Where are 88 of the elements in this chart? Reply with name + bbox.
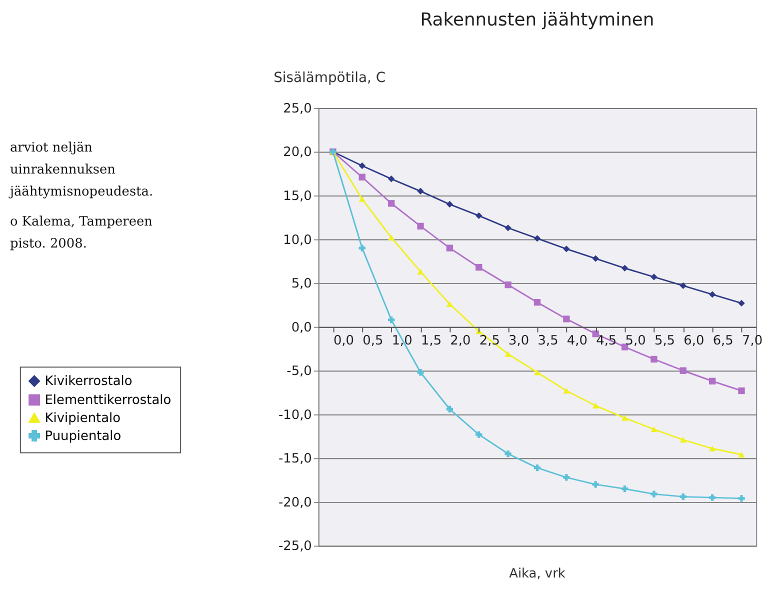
text: jäähtymisnopeudesta. bbox=[8, 184, 154, 200]
point bbox=[650, 274, 658, 280]
x-tick-label: 6,5 bbox=[712, 333, 734, 348]
point bbox=[504, 351, 512, 357]
point bbox=[563, 246, 570, 252]
point bbox=[621, 415, 628, 421]
legend-label: Puupientalo bbox=[44, 428, 122, 444]
point bbox=[534, 298, 541, 306]
point bbox=[738, 452, 745, 458]
point bbox=[738, 495, 745, 502]
point bbox=[417, 369, 424, 376]
x-tick-label: 7,0 bbox=[742, 333, 763, 348]
y-tick-label: 20,0 bbox=[283, 145, 312, 160]
point bbox=[592, 481, 599, 488]
y-axis-title: Sisälämpötila, C bbox=[274, 70, 386, 86]
point bbox=[358, 174, 366, 180]
point bbox=[650, 356, 658, 363]
point bbox=[680, 436, 686, 443]
point bbox=[446, 301, 454, 307]
point bbox=[417, 268, 424, 275]
point bbox=[534, 235, 541, 242]
point bbox=[358, 196, 366, 202]
point bbox=[709, 378, 716, 384]
legend-label: Elementtikerrostalo bbox=[44, 392, 172, 408]
point bbox=[563, 474, 570, 481]
x-tick-label: 3,0 bbox=[508, 333, 530, 348]
point bbox=[504, 450, 512, 458]
legend-label: Kivipientalo bbox=[44, 410, 121, 426]
point bbox=[534, 464, 541, 472]
point bbox=[680, 493, 686, 500]
point bbox=[358, 244, 366, 252]
point bbox=[417, 222, 424, 230]
x-tick-label: 5,5 bbox=[654, 333, 676, 348]
point bbox=[650, 490, 658, 498]
y-tick-label: 10,0 bbox=[283, 232, 312, 248]
point bbox=[358, 162, 366, 170]
point bbox=[534, 369, 541, 376]
x-tick-label: 4,0 bbox=[566, 333, 588, 348]
y-tick-label: 25,0 bbox=[283, 101, 312, 116]
point bbox=[709, 291, 716, 298]
y-tick-label: 0,0 bbox=[291, 320, 312, 336]
point bbox=[476, 264, 482, 271]
text: uinrakennuksen bbox=[10, 162, 116, 178]
x-axis-title: Aika, vrk bbox=[509, 566, 566, 582]
text: pisto. 2008. bbox=[10, 236, 87, 252]
point bbox=[446, 200, 454, 208]
y-tick-label: -20,0 bbox=[278, 495, 312, 510]
point bbox=[563, 316, 570, 322]
point bbox=[621, 485, 628, 492]
x-tick-label: 2,0 bbox=[450, 333, 471, 348]
point bbox=[680, 367, 686, 374]
point bbox=[446, 244, 454, 252]
point bbox=[563, 388, 570, 394]
point bbox=[388, 176, 395, 182]
y-tick-label: -15,0 bbox=[278, 452, 312, 467]
chart-title: Rakennusten jäähtyminen bbox=[420, 9, 654, 30]
y-tick-label: -5,0 bbox=[286, 364, 312, 380]
x-tick-label: 1,5 bbox=[421, 333, 442, 348]
text: o Kalema, Tampereen bbox=[10, 214, 152, 230]
point bbox=[446, 406, 454, 412]
point bbox=[388, 316, 395, 324]
point bbox=[417, 188, 424, 194]
y-tick-label: -25,0 bbox=[278, 539, 312, 554]
legend-label: Kivikerrostalo bbox=[44, 374, 132, 390]
point bbox=[738, 387, 745, 394]
point bbox=[680, 282, 686, 290]
y-tick-label: -10,0 bbox=[278, 408, 312, 423]
point bbox=[738, 300, 745, 307]
y-tick-label: 5,0 bbox=[291, 276, 312, 292]
y-tick-label: 15,0 bbox=[283, 188, 312, 204]
point bbox=[388, 234, 395, 240]
point bbox=[476, 431, 482, 438]
x-tick-label: 3,5 bbox=[538, 333, 558, 348]
point bbox=[388, 200, 395, 207]
point bbox=[504, 281, 512, 288]
point bbox=[709, 446, 716, 452]
point bbox=[476, 212, 482, 219]
x-tick-label: 0,0 bbox=[333, 333, 354, 348]
point bbox=[709, 494, 716, 501]
point bbox=[650, 426, 658, 432]
x-tick-label: 0,5 bbox=[362, 333, 384, 348]
text: arviot neljän bbox=[10, 140, 92, 156]
point bbox=[504, 224, 512, 232]
x-tick-label: 5,0 bbox=[625, 333, 646, 348]
point bbox=[592, 255, 599, 262]
point bbox=[592, 402, 599, 409]
x-tick-label: 6,0 bbox=[684, 333, 704, 348]
point bbox=[621, 264, 628, 272]
